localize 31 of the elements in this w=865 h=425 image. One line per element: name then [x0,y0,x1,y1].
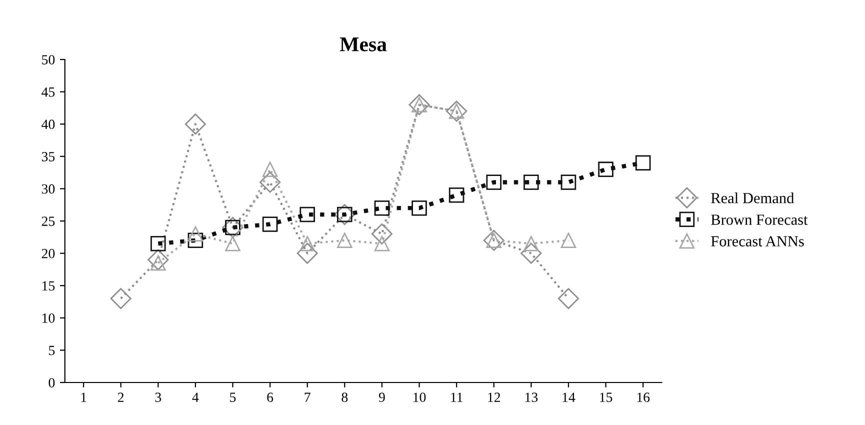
x-tick-label: 4 [192,392,199,402]
y-tick-label: 40 [42,120,55,130]
x-tick-label: 14 [562,392,576,402]
x-tick-label: 5 [230,392,236,402]
y-tick-label: 5 [49,346,55,356]
y-tick-label: 20 [42,248,55,258]
chart-title: Mesa [340,38,387,52]
y-tick-label: 35 [42,152,55,162]
x-tick-label: 16 [637,392,650,402]
x-tick-label: 6 [267,392,274,402]
x-tick-label: 12 [488,392,500,402]
x-tick-label: 2 [118,392,124,402]
x-tick-label: 11 [451,392,462,402]
y-tick-label: 45 [42,87,55,97]
legend-label: Real Demand [711,192,794,204]
x-tick-label: 3 [155,392,162,402]
y-tick-label: 50 [42,55,55,64]
y-tick-label: 25 [42,216,55,226]
y-tick-label: 0 [48,378,55,388]
x-tick-label: 8 [342,392,348,402]
legend-label: Brown Forecast [711,214,808,225]
y-tick-label: 10 [42,313,55,323]
x-tick-label: 1 [81,392,86,402]
x-tick-label: 9 [378,392,385,402]
legend-label: Forecast ANNs [711,236,804,246]
x-tick-label: 15 [600,392,612,402]
x-tick-label: 7 [304,392,310,402]
y-tick-label: 30 [42,184,55,194]
x-tick-label: 13 [525,392,538,402]
y-tick-label: 15 [42,281,55,291]
x-tick-label: 10 [414,392,426,402]
